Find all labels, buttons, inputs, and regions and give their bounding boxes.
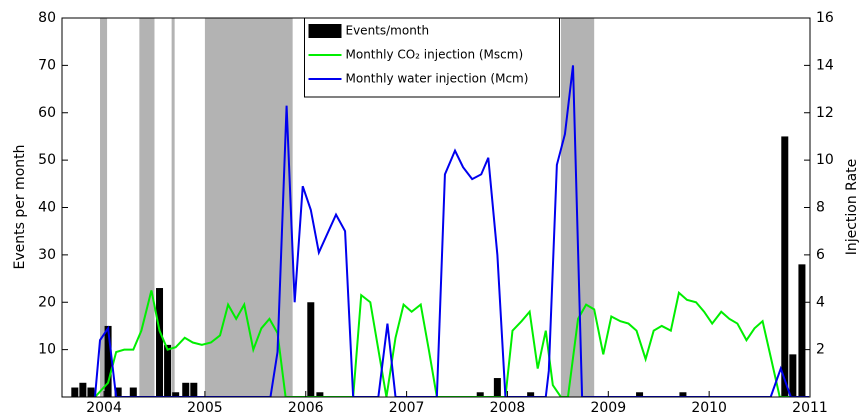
x-tick-label: 2004 <box>86 400 122 416</box>
bar <box>798 264 806 397</box>
y2-axis-label: Injection Rate <box>844 159 860 256</box>
y-axis-label: Events per month <box>12 145 28 270</box>
plot-area <box>71 18 809 397</box>
bar <box>316 392 324 397</box>
y2-tick-label: 4 <box>816 294 825 310</box>
y-tick-label: 80 <box>38 10 56 26</box>
y-tick-label: 10 <box>38 342 56 358</box>
y2-tick-label: 12 <box>816 105 834 121</box>
bar <box>527 392 535 397</box>
y-tick-label: 30 <box>38 247 56 263</box>
bar <box>87 387 95 397</box>
bar <box>164 344 172 397</box>
bar <box>182 382 190 397</box>
y2-tick-label: 10 <box>816 152 834 168</box>
x-tick-label: 2009 <box>590 400 626 416</box>
bar <box>679 392 687 397</box>
legend-box <box>304 17 560 98</box>
legend-swatch <box>308 24 342 38</box>
bar <box>79 382 87 397</box>
bar <box>71 387 79 397</box>
shaded-period <box>204 18 293 397</box>
line <box>94 290 809 397</box>
bar <box>476 392 484 397</box>
bar <box>114 387 122 397</box>
y2-tick-label: 8 <box>816 200 825 216</box>
bar <box>493 378 501 397</box>
bar <box>307 302 315 397</box>
bar <box>156 288 164 397</box>
bar <box>104 325 112 397</box>
legend-label: Monthly CO₂ injection (Mscm) <box>346 48 524 62</box>
x-tick-label: 2005 <box>187 400 223 416</box>
line <box>93 65 809 397</box>
x-tick-label: 2010 <box>691 400 727 416</box>
bar <box>781 136 789 397</box>
legend-label: Monthly water injection (Mcm) <box>346 72 529 86</box>
legend-label: Events/month <box>346 24 430 38</box>
y-tick-label: 50 <box>38 152 56 168</box>
bar <box>789 354 797 397</box>
y2-tick-label: 6 <box>816 247 825 263</box>
x-tick-label: 2007 <box>389 400 425 416</box>
x-tick-label: 2011 <box>792 400 828 416</box>
y2-tick-label: 2 <box>816 342 825 358</box>
bar <box>190 382 198 397</box>
y-tick-label: 40 <box>38 200 56 216</box>
shaded-period <box>139 18 155 397</box>
y2-tick-label: 14 <box>816 57 834 73</box>
legend: Events/month Monthly CO₂ injection (Mscm)… <box>304 17 560 98</box>
bar <box>172 392 180 397</box>
x-tick-label: 2008 <box>490 400 526 416</box>
x-tick-label: 2006 <box>288 400 324 416</box>
y-tick-label: 60 <box>38 105 56 121</box>
shaded-period <box>100 18 108 397</box>
bar <box>129 387 137 397</box>
bar <box>636 392 644 397</box>
shaded-period <box>171 18 175 397</box>
y-tick-label: 20 <box>38 294 56 310</box>
y-tick-label: 70 <box>38 57 56 73</box>
y2-tick-label: 16 <box>816 10 834 26</box>
